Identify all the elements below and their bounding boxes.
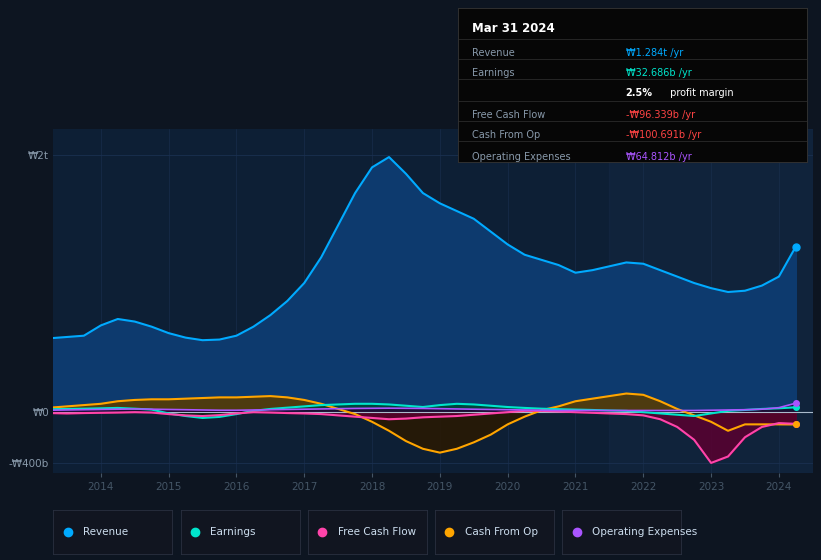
Text: Free Cash Flow: Free Cash Flow — [472, 110, 545, 120]
Text: Revenue: Revenue — [472, 49, 515, 58]
Text: Revenue: Revenue — [83, 527, 128, 537]
Text: -₩100.691b /yr: -₩100.691b /yr — [626, 130, 701, 140]
Text: ₩32.686b /yr: ₩32.686b /yr — [626, 68, 691, 78]
Text: 2.5%: 2.5% — [626, 88, 653, 99]
Text: Operating Expenses: Operating Expenses — [592, 527, 697, 537]
Text: Free Cash Flow: Free Cash Flow — [337, 527, 415, 537]
Text: Cash From Op: Cash From Op — [472, 130, 540, 140]
Text: Cash From Op: Cash From Op — [465, 527, 538, 537]
Text: ₩1.284t /yr: ₩1.284t /yr — [626, 49, 683, 58]
Text: -₩96.339b /yr: -₩96.339b /yr — [626, 110, 695, 120]
Text: Earnings: Earnings — [472, 68, 515, 78]
Text: Mar 31 2024: Mar 31 2024 — [472, 22, 555, 35]
Text: Operating Expenses: Operating Expenses — [472, 152, 571, 162]
Text: ₩64.812b /yr: ₩64.812b /yr — [626, 152, 691, 162]
Bar — [609, 129, 813, 473]
Text: Earnings: Earnings — [210, 527, 256, 537]
Text: profit margin: profit margin — [667, 88, 734, 99]
